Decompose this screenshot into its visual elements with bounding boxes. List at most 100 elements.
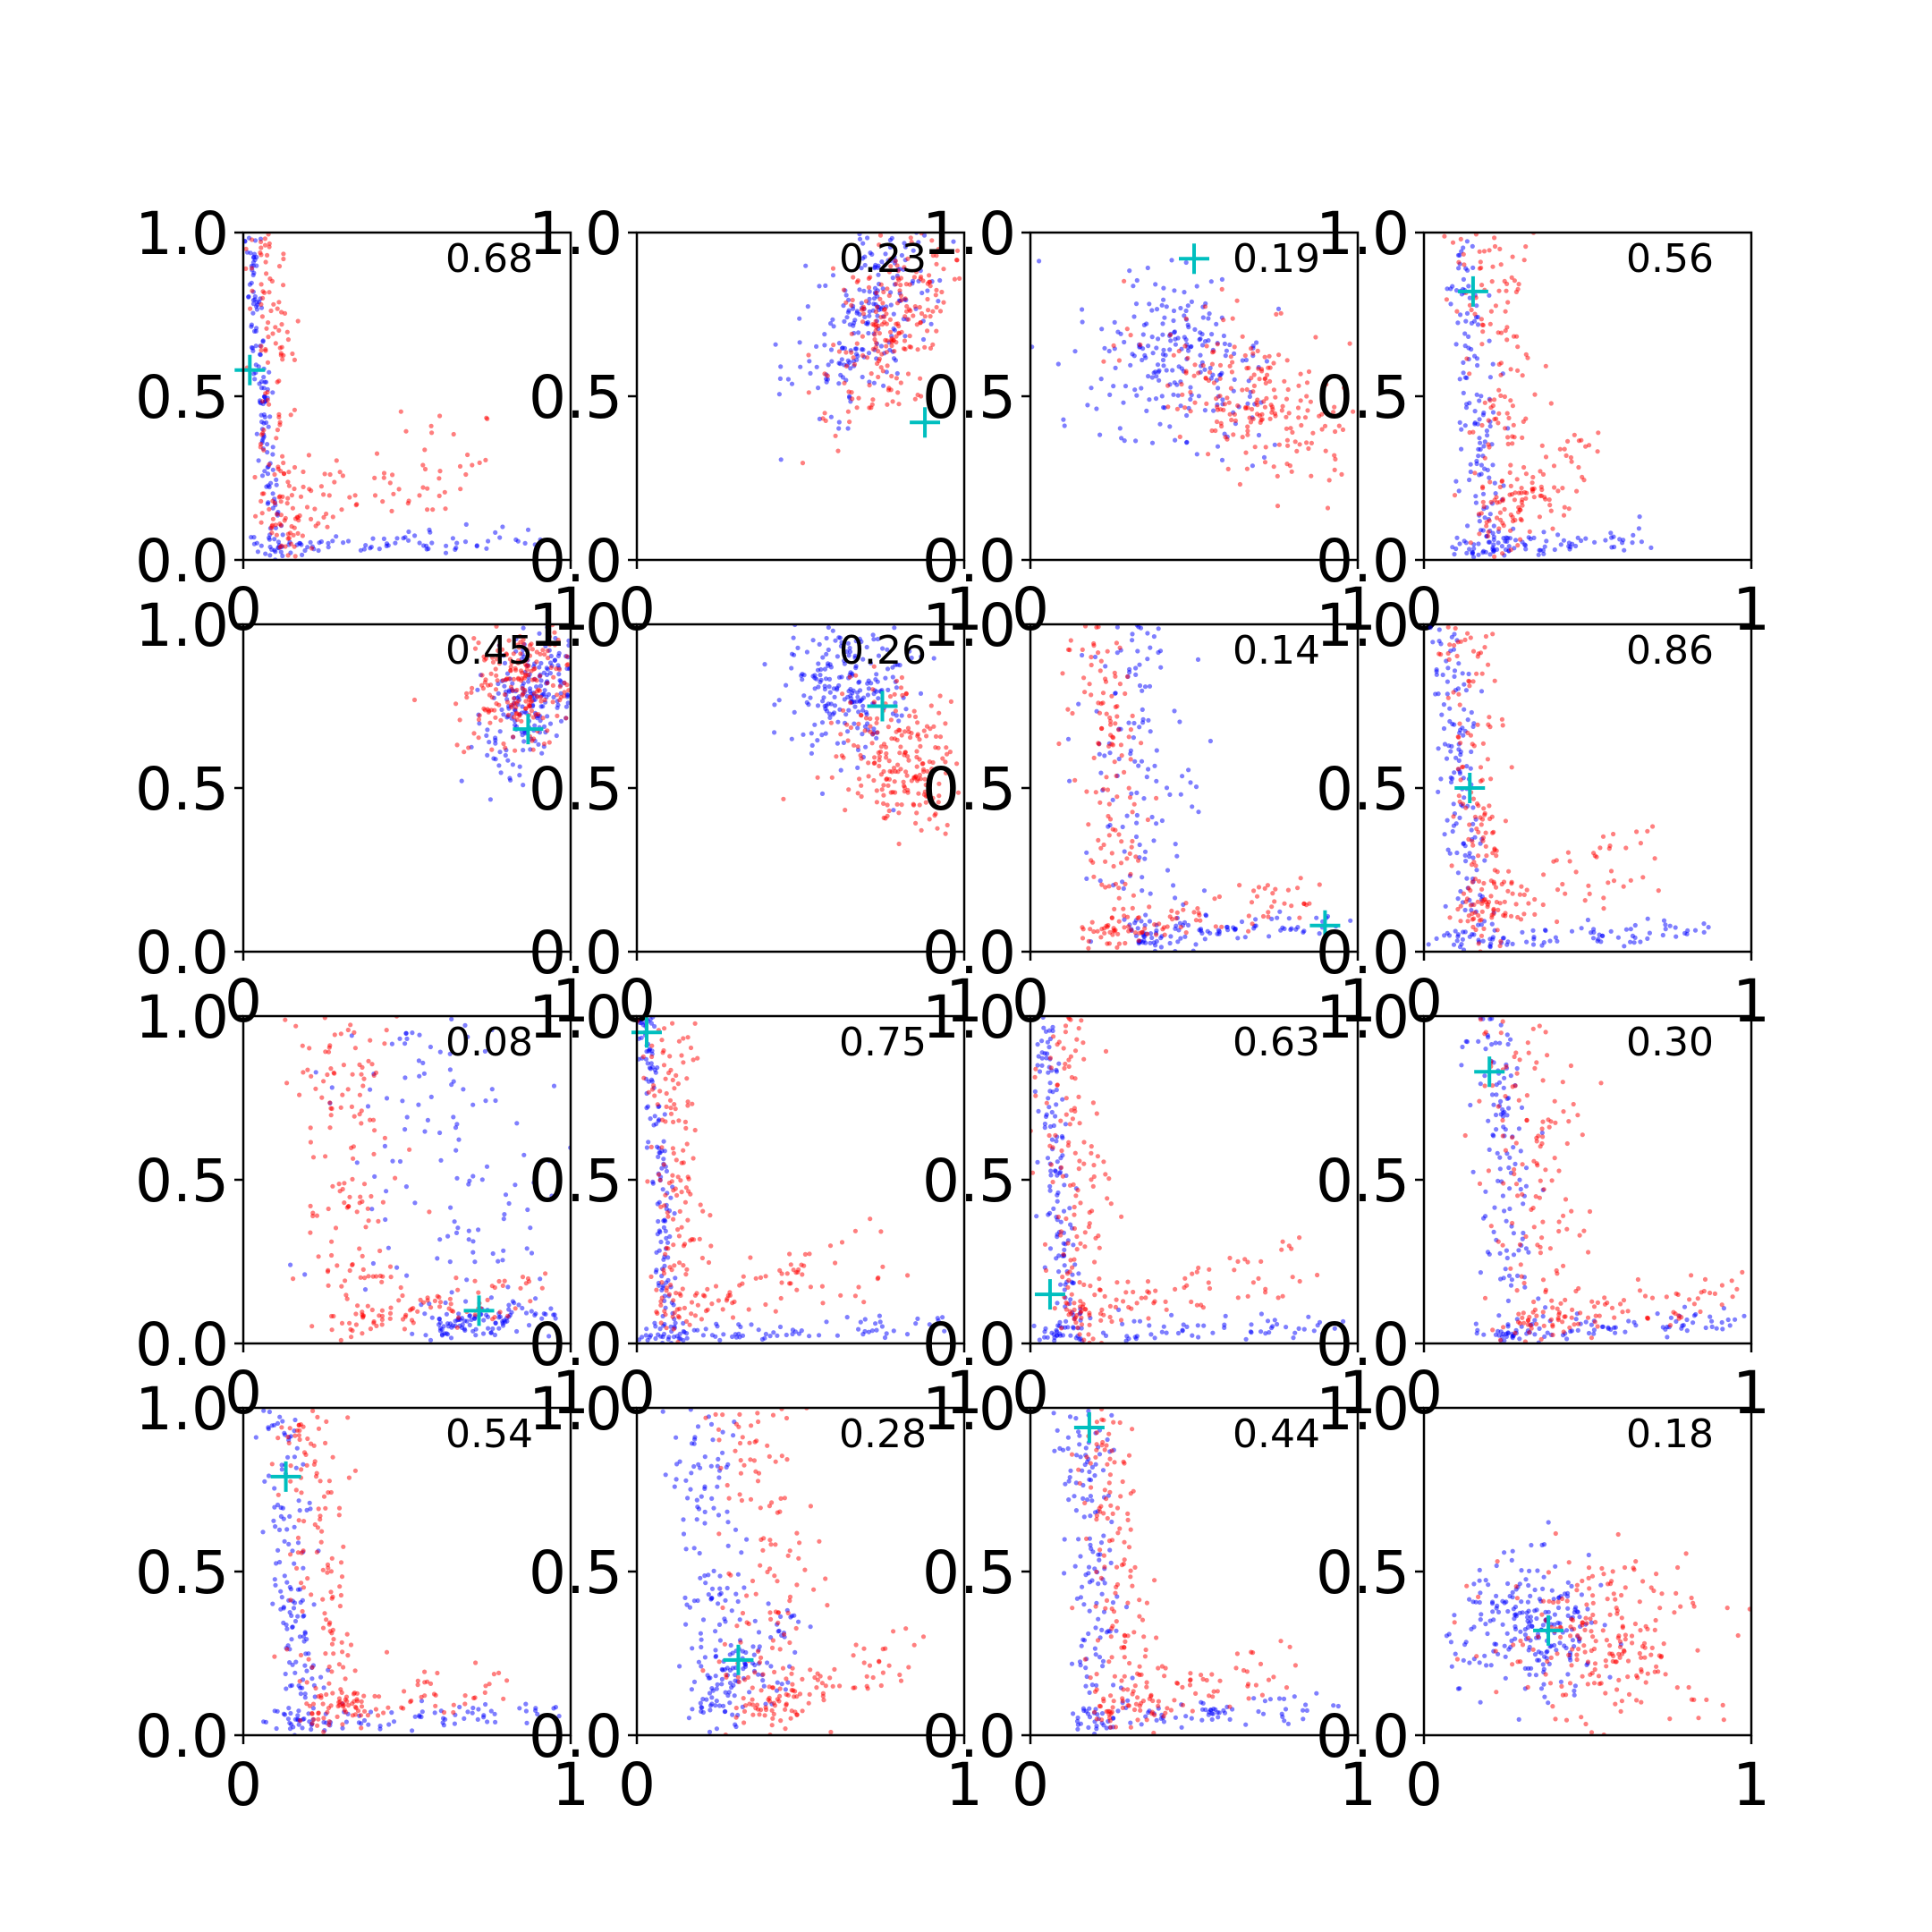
- point-red: [485, 1297, 490, 1302]
- point-red: [506, 638, 512, 643]
- point-red: [1182, 1275, 1188, 1281]
- point-red: [1479, 511, 1484, 516]
- point-blue: [397, 1158, 403, 1165]
- point-blue: [529, 1250, 535, 1256]
- point-red: [275, 512, 280, 517]
- point-red: [357, 1062, 362, 1067]
- point-blue: [1184, 439, 1190, 445]
- point-red: [1499, 716, 1504, 722]
- point-red: [884, 755, 889, 760]
- point-red: [522, 687, 528, 693]
- point-red: [1467, 429, 1472, 436]
- point-red: [326, 1206, 331, 1212]
- point-red: [1458, 741, 1463, 746]
- point-red: [1540, 902, 1546, 908]
- point-red: [679, 1224, 684, 1230]
- point-red: [1634, 829, 1640, 835]
- point-blue: [1250, 463, 1255, 469]
- point-blue: [824, 651, 829, 657]
- point-red: [928, 726, 933, 732]
- point-red: [1480, 741, 1486, 746]
- point-blue: [1467, 547, 1472, 552]
- point-blue: [528, 686, 533, 691]
- point-blue: [1579, 926, 1584, 931]
- point-red: [1167, 332, 1174, 337]
- point-red: [273, 325, 278, 330]
- point-red: [545, 681, 550, 686]
- point-blue: [1286, 916, 1292, 921]
- marker-plus: [1457, 275, 1488, 307]
- point-blue: [532, 542, 538, 547]
- point-red: [838, 732, 843, 737]
- point-blue: [1176, 364, 1182, 369]
- point-red: [555, 713, 560, 719]
- point-blue: [1631, 940, 1637, 945]
- point-red: [1109, 915, 1114, 920]
- point-red: [898, 293, 904, 299]
- point-blue: [1031, 1323, 1037, 1328]
- point-red: [939, 289, 945, 295]
- point-blue: [1122, 917, 1127, 922]
- point-red: [683, 1318, 690, 1324]
- point-red: [898, 275, 904, 281]
- point-red: [1125, 914, 1131, 919]
- point-red: [1114, 640, 1119, 646]
- point-blue: [661, 1224, 667, 1230]
- point-red: [1069, 1292, 1074, 1297]
- point-blue: [874, 735, 879, 741]
- point-blue: [1446, 933, 1453, 938]
- point-blue: [1080, 652, 1085, 658]
- point-red: [1074, 1247, 1080, 1252]
- point-red: [1560, 486, 1565, 491]
- point-red: [350, 1328, 355, 1334]
- point-red: [692, 1021, 698, 1026]
- point-blue: [268, 480, 274, 486]
- point-blue: [1494, 1127, 1499, 1132]
- point-blue: [1504, 538, 1510, 545]
- point-red: [1111, 928, 1116, 933]
- point-blue: [767, 1334, 773, 1339]
- point-blue: [1177, 920, 1182, 926]
- point-blue: [1663, 927, 1668, 932]
- point-red: [1127, 794, 1133, 801]
- point-blue: [1449, 743, 1454, 750]
- subplot-3: 0.190.00.51.00 1: [922, 199, 1377, 644]
- point-red: [681, 1060, 686, 1065]
- point-red: [1063, 1023, 1069, 1029]
- point-red: [490, 655, 496, 660]
- point-blue: [500, 524, 505, 530]
- point-red: [1455, 767, 1461, 772]
- point-blue: [1092, 654, 1098, 660]
- point-red: [833, 433, 838, 438]
- point-blue: [548, 653, 554, 659]
- point-red: [1106, 801, 1112, 807]
- point-blue: [1193, 942, 1199, 947]
- point-red: [872, 332, 877, 337]
- point-blue: [1050, 1089, 1055, 1095]
- point-red: [1068, 1258, 1073, 1263]
- point-blue: [326, 545, 331, 550]
- point-red: [1087, 1312, 1092, 1318]
- point-blue: [1461, 370, 1466, 376]
- point-red: [530, 747, 536, 752]
- point-red: [1115, 931, 1121, 936]
- point-red: [277, 521, 283, 527]
- point-red: [1462, 637, 1468, 643]
- point-red: [1482, 645, 1487, 650]
- point-blue: [1044, 1112, 1049, 1117]
- point-blue: [1200, 315, 1206, 320]
- point-blue: [1490, 361, 1496, 367]
- point-red: [1199, 1302, 1204, 1308]
- point-red: [1465, 631, 1470, 636]
- point-blue: [658, 1239, 664, 1245]
- point-blue: [1467, 477, 1472, 483]
- point-red: [355, 1303, 360, 1309]
- point-red: [665, 1214, 671, 1219]
- point-red: [925, 768, 930, 774]
- point-red: [1078, 1200, 1083, 1206]
- point-blue: [484, 546, 489, 551]
- point-blue: [455, 1225, 461, 1231]
- point-blue: [875, 679, 880, 684]
- point-blue: [1057, 1171, 1063, 1176]
- point-blue: [1037, 1337, 1042, 1343]
